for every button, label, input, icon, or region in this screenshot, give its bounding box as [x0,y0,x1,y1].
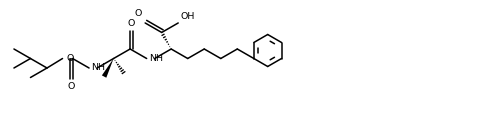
Text: O: O [135,9,142,18]
Text: O: O [68,82,75,91]
Polygon shape [102,58,113,78]
Text: NH: NH [91,64,105,72]
Text: OH: OH [180,12,195,21]
Text: NH: NH [149,54,163,63]
Text: O: O [67,54,74,63]
Text: O: O [127,18,135,28]
